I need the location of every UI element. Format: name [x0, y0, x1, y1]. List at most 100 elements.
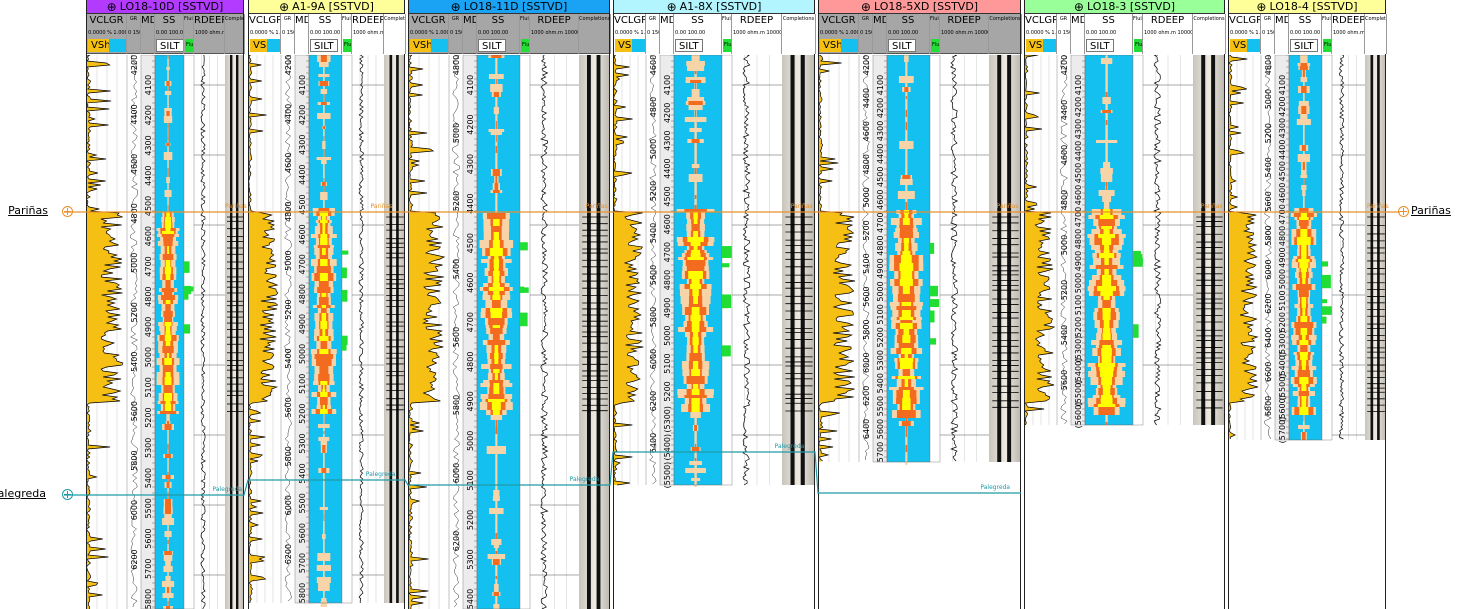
track-header-ss[interactable]: SS 0.00 100.00 SILT [477, 14, 520, 54]
track-name: SS [1102, 15, 1115, 26]
track-header-fl[interactable]: Fluido Fluido [342, 14, 352, 54]
track-header-gr[interactable]: GR 0 150 [646, 14, 660, 54]
log-tracks[interactable]: 4100 4200 4300 4400 4500 4600 4700 4800 4900 5000… [1229, 55, 1385, 609]
log-tracks[interactable]: 4100 4200 4300 4400 4500 4600 4700 4800 4900 5000… [249, 55, 404, 609]
track-header-rd[interactable]: RDEEP 1000 ohm.m 1000000 [530, 14, 579, 54]
vclgr-track [409, 55, 446, 609]
track-header-cp[interactable]: Completions [225, 14, 245, 54]
track-header-md[interactable]: MD [1275, 14, 1289, 54]
track-header-fl[interactable]: Fluido Fluido [184, 14, 194, 54]
track-name: RDEEP [739, 15, 774, 26]
well-title[interactable]: ⊕ LO18-5XD [SSTVD] [819, 0, 1020, 14]
track-header-rd[interactable]: RDEEP 1000 ohm.m 1000000 [194, 14, 225, 54]
track-header-fl[interactable]: Fluido Fluido [722, 14, 732, 54]
track-header-rd[interactable]: RDEEP 1000 ohm.m 1000000 [352, 14, 384, 54]
well-title[interactable]: ⊕ LO18-4 [SSTVD] [1229, 0, 1385, 14]
md-label: 4400 [1060, 100, 1069, 120]
track-header-ss[interactable]: SS 0.00 100.00 SILT [887, 14, 930, 54]
track-header-cp[interactable]: Completions [579, 14, 611, 54]
track-header-gr[interactable]: GR 0 150 [449, 14, 463, 54]
md-label: 6600 [1264, 362, 1273, 382]
well-title[interactable]: ⊕ LO18-11D [SSTVD] [409, 0, 609, 14]
well-title[interactable]: ⊕ LO18-10D [SSTVD] [87, 0, 243, 14]
track-header-ss[interactable]: SS 0.00 100.00 SILT [309, 14, 342, 54]
track-header-rd[interactable]: RDEEP 1000 ohm.m 1000000 [1332, 14, 1365, 54]
track-header-rd[interactable]: RDEEP 1000 ohm.m 1000000 [940, 14, 989, 54]
track-header-md[interactable]: MD [660, 14, 674, 54]
track-header-cp[interactable]: Completions [384, 14, 406, 54]
track-name: SS [1298, 15, 1312, 26]
parinas-label-left[interactable]: Pariñas [8, 204, 48, 217]
track-header-rd[interactable]: RDEEP 1000 ohm.m 1000000 [1143, 14, 1193, 54]
vclgr-track [1025, 55, 1056, 426]
parinas-tag: Pariñas [996, 203, 1019, 210]
well-top-marker-icon[interactable] [62, 489, 73, 500]
log-tracks[interactable]: 4100 4200 4300 4400 4500 4600 4700 4800 4900 5000… [87, 55, 243, 609]
well-top-marker-icon[interactable] [62, 206, 73, 217]
md-label: 4200 [284, 55, 293, 75]
well-title[interactable]: ⊕ A1-9A [SSTVD] [249, 0, 404, 14]
track-header-gr[interactable]: GR 0 150 [127, 14, 141, 54]
track-name: GR [451, 16, 460, 22]
parinas-label-right[interactable]: Pariñas [1411, 204, 1451, 217]
palegreda-label[interactable]: Palegreda [0, 487, 46, 500]
track-header-gr[interactable]: GR 0 150 [1261, 14, 1275, 54]
track-header-md[interactable]: MD [463, 14, 477, 54]
track-header-ss[interactable]: SS 0.00 100.00 SILT [1085, 14, 1133, 54]
track-header-fl[interactable]: Fluido Fluido [1133, 14, 1143, 54]
md-label: 5400 [284, 348, 293, 368]
md-label: 5200 [284, 299, 293, 319]
log-tracks[interactable]: 4100 4200 4300 4400 4500 4600 4700 4800 4900 5000… [1025, 55, 1224, 609]
track-header-md[interactable]: MD [295, 14, 309, 54]
track-name: VCLGR [614, 15, 646, 26]
track-header-md[interactable]: MD [873, 14, 887, 54]
track-header-cp[interactable]: Completions [1365, 14, 1387, 54]
depth-tick-label: 4600 [1074, 185, 1083, 205]
track-header-fl[interactable]: Fluido Fluido [520, 14, 530, 54]
track-scale: 0.00 100.00 [478, 30, 509, 36]
track-header-md[interactable]: MD [1071, 14, 1085, 54]
vclgr-track [87, 55, 124, 609]
md-label: 5600 [1264, 191, 1273, 211]
track-header-rd[interactable]: RDEEP 1000 ohm.m 1000000 [732, 14, 782, 54]
track-header-fl[interactable]: Fluido Fluido [930, 14, 940, 54]
well-title[interactable]: ⊕ A1-8X [SSTVD] [614, 0, 814, 14]
track-header-gr[interactable]: GR 0 150 [859, 14, 873, 54]
depth-tick-label: 4900 [1278, 247, 1287, 267]
track-name: MD [1275, 15, 1288, 26]
ss-track [1084, 55, 1134, 426]
track-header-gr[interactable]: GR 0 150 [281, 14, 295, 54]
track-header-md[interactable]: MD [141, 14, 155, 54]
track-header-ss[interactable]: SS 0.00 100.00 SILT [674, 14, 722, 54]
log-tracks[interactable]: 4100 4200 4300 4400 4500 4600 4700 4800 4900 5000… [614, 55, 814, 609]
well-top-marker-icon[interactable] [1398, 206, 1409, 217]
track-header-cp[interactable]: Completions [1193, 14, 1226, 54]
track-header-cp[interactable]: Completions [782, 14, 816, 54]
track-header-ss[interactable]: SS 0.00 100.00 SILT [1289, 14, 1322, 54]
ss-track [476, 55, 521, 609]
track-name: RDEEP [1332, 15, 1365, 26]
track-header-fl[interactable]: Fluido Fluido [1322, 14, 1332, 54]
log-tracks[interactable]: 4100 4200 4300 4400 4500 4600 4700 4800 4900 5000… [409, 55, 609, 609]
track-header-gr[interactable]: GR 0 150 [1057, 14, 1071, 54]
track-header-ss[interactable]: SS 0.00 100.00 SILT [155, 14, 184, 54]
log-tracks[interactable]: 4100 4200 4300 4400 4500 4600 4700 4800 4900 5000… [819, 55, 1020, 609]
well-title[interactable]: ⊕ LO18-3 [SSTVD] [1025, 0, 1224, 14]
md-label: 6000 [649, 349, 658, 369]
depth-tick-label: 4500 [144, 196, 153, 216]
track-header-cp[interactable]: Completions [989, 14, 1022, 54]
